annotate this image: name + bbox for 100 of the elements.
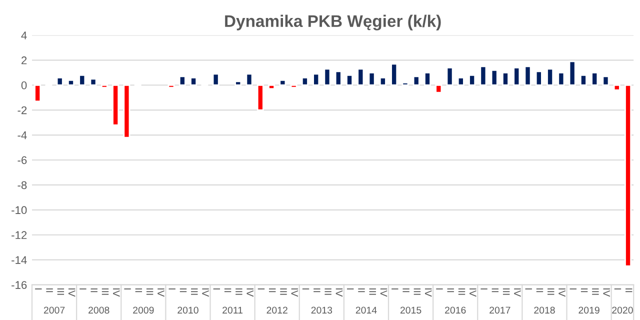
text: 2008 xyxy=(88,306,110,314)
bar xyxy=(568,60,576,86)
bar xyxy=(357,68,364,86)
bar xyxy=(100,84,108,88)
x-tick-label: I xyxy=(480,288,488,290)
bar xyxy=(168,84,175,88)
bar xyxy=(368,72,376,86)
x-tick-label: IV xyxy=(158,288,164,297)
x-tick-label: III xyxy=(324,288,332,295)
x-tick-label: I xyxy=(80,288,86,290)
bar xyxy=(624,84,632,267)
bar xyxy=(324,68,331,86)
bar xyxy=(480,66,487,86)
text: 2012 xyxy=(266,306,288,314)
bar xyxy=(78,74,86,86)
x-tick-label: I xyxy=(258,288,265,290)
x-tick-label: III xyxy=(458,288,466,295)
bar xyxy=(513,66,520,86)
x-tick-label: I xyxy=(570,288,576,290)
bar xyxy=(90,78,97,86)
x-tick-label: II xyxy=(46,288,53,292)
y-tick-label: -2 xyxy=(18,106,27,114)
bar xyxy=(379,76,386,86)
bar xyxy=(279,79,286,86)
text: 2017 xyxy=(490,306,510,314)
bar xyxy=(312,73,320,86)
bar xyxy=(468,74,476,86)
bar xyxy=(446,66,454,86)
x-tick-label: I xyxy=(525,288,532,290)
bar xyxy=(435,84,442,94)
x-tick-label: II xyxy=(269,288,276,292)
bar xyxy=(535,70,542,86)
y-tick-label: -6 xyxy=(18,156,27,164)
x-tick-label: I xyxy=(213,288,220,290)
bar xyxy=(346,74,353,86)
y-tick-label: -12 xyxy=(12,231,27,239)
x-tick-label: II xyxy=(90,288,98,292)
bar xyxy=(613,84,620,91)
x-tick-label: IV xyxy=(291,288,298,297)
bar xyxy=(268,84,276,90)
y-tick-label: 4 xyxy=(21,32,27,40)
text: 2016 xyxy=(445,306,466,314)
bar xyxy=(602,76,610,86)
bar xyxy=(301,76,308,86)
bar xyxy=(112,84,120,126)
x-tick-label: I xyxy=(392,288,398,290)
bar xyxy=(246,73,253,86)
bar xyxy=(402,82,409,86)
x-tick-label: III xyxy=(236,288,242,295)
bar xyxy=(123,84,130,138)
x-tick-label: IV xyxy=(470,288,476,297)
x-tick-label: IV xyxy=(424,288,432,297)
bar xyxy=(390,63,398,86)
bar xyxy=(256,84,264,111)
x-tick-label: IV xyxy=(336,288,343,297)
x-tick-label: III xyxy=(57,288,64,295)
bar xyxy=(412,76,420,86)
x-tick-label: III xyxy=(102,288,109,295)
chart-title: Dynamika PKB Węgier (k/k) xyxy=(225,14,441,30)
bar xyxy=(580,74,587,86)
x-tick-label: III xyxy=(502,288,510,295)
bar xyxy=(457,76,464,86)
x-tick-label: II xyxy=(492,288,499,292)
text: 2018 xyxy=(534,306,555,314)
x-tick-label: I xyxy=(35,288,42,290)
x-tick-label: III xyxy=(369,288,376,295)
bar xyxy=(546,68,554,86)
bar xyxy=(591,72,598,86)
bar xyxy=(524,66,532,86)
text: 2013 xyxy=(311,306,332,314)
x-tick-label: II xyxy=(536,288,544,292)
text: 2020 xyxy=(612,306,633,314)
y-tick-label: -4 xyxy=(18,131,27,140)
text: 2007 xyxy=(44,306,65,314)
x-tick-label: IV xyxy=(202,288,209,297)
x-tick-label: II xyxy=(580,288,588,292)
x-tick-label: IV xyxy=(113,288,120,297)
x-tick-label: III xyxy=(191,288,198,295)
text: 2009 xyxy=(133,306,154,314)
y-tick-label: 0 xyxy=(21,81,27,90)
bar xyxy=(68,79,74,86)
text: 2015 xyxy=(400,306,422,314)
y-tick-label: -16 xyxy=(12,281,27,289)
bar xyxy=(34,84,42,102)
x-tick-label: II xyxy=(180,288,187,292)
text: 2014 xyxy=(356,306,377,314)
bar xyxy=(56,76,64,86)
y-tick-label: -8 xyxy=(18,181,27,190)
x-tick-label: II xyxy=(358,288,365,292)
x-tick-label: I xyxy=(302,288,310,290)
text: 2019 xyxy=(578,306,600,314)
x-tick-label: IV xyxy=(68,288,76,297)
text: 2010 xyxy=(178,306,198,314)
x-tick-label: II xyxy=(224,288,232,292)
x-tick-label: II xyxy=(447,288,454,292)
bar xyxy=(424,72,431,86)
bar xyxy=(558,72,565,86)
x-tick-label: I xyxy=(346,288,354,290)
x-tick-label: IV xyxy=(514,288,521,297)
x-tick-label: IV xyxy=(603,288,610,297)
